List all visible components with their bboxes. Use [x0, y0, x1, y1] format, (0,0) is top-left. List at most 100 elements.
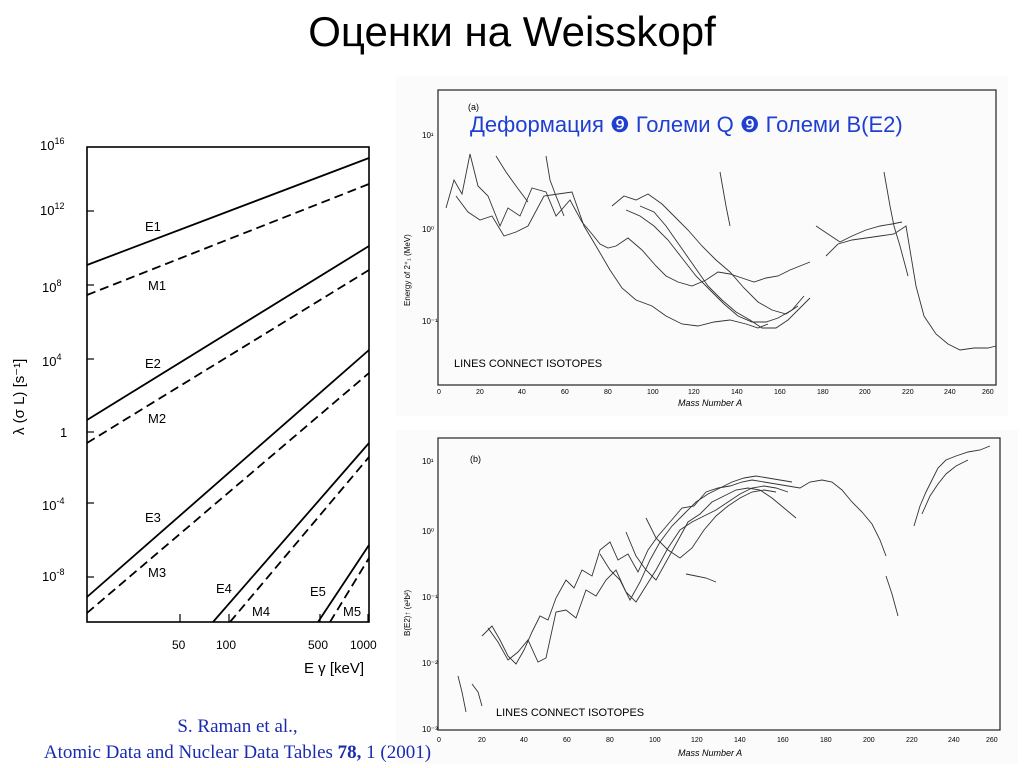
citation-journal-name: Atomic Data and Nuclear Data Tables: [43, 742, 338, 763]
panel-a-curves: [445, 153, 997, 351]
svg-text:10⁻³: 10⁻³: [422, 725, 438, 734]
weisskopf-y-axis-label: λ (σ L) [s⁻¹]: [11, 359, 28, 435]
curve-m3: [86, 372, 370, 614]
curve-e4: [212, 442, 370, 623]
curve-m2: [86, 269, 370, 444]
svg-text:100: 100: [647, 389, 659, 396]
svg-text:20: 20: [478, 737, 486, 744]
svg-text:20: 20: [476, 389, 484, 396]
svg-text:60: 60: [561, 389, 569, 396]
panel-a-legend: LINES CONNECT ISOTOPES: [454, 358, 602, 370]
curve-label-e4: E4: [216, 581, 232, 596]
curve-e3: [86, 349, 370, 598]
weisskopf-y-tick-labels: 1016 1012 108 104 1 10-4 10-8: [40, 136, 67, 584]
svg-text:10⁻²: 10⁻²: [422, 659, 438, 668]
weisskopf-y-ticks: [87, 210, 94, 578]
y-tick-label: 1012: [40, 201, 64, 218]
slide-overlay-text: Деформация ❾ Големи Q ❾ Големи B(E2): [470, 112, 903, 137]
weisskopf-plot-frame: [86, 146, 370, 623]
citation: S. Raman et al., Atomic Data and Nuclear…: [0, 714, 475, 766]
panel-a-y-tick-labels: 10¹ 10⁰ 10⁻¹: [422, 131, 438, 326]
svg-text:240: 240: [944, 389, 956, 396]
curve-label-m3: M3: [148, 565, 166, 580]
citation-volume: 78,: [337, 742, 362, 763]
curve-m5: [329, 557, 370, 623]
panel-b-tag: (b): [470, 454, 481, 464]
panel-a-tag: (a): [468, 102, 479, 112]
svg-text:260: 260: [982, 389, 994, 396]
x-tick-label: 100: [216, 638, 236, 652]
citation-authors: S. Raman et al.,: [177, 716, 298, 737]
svg-text:140: 140: [734, 737, 746, 744]
curve-m4: [229, 456, 370, 623]
panel-b-curves: [457, 445, 991, 713]
svg-text:60: 60: [563, 737, 571, 744]
svg-text:160: 160: [777, 737, 789, 744]
svg-text:120: 120: [691, 737, 703, 744]
curve-label-e3: E3: [145, 510, 161, 525]
y-tick-label: 1: [60, 425, 67, 440]
svg-text:10⁻¹: 10⁻¹: [422, 593, 438, 602]
curve-label-m1: M1: [148, 278, 166, 293]
panel-b-x-label: Mass Number A: [678, 748, 742, 758]
svg-text:40: 40: [518, 389, 526, 396]
panel-b-y-label: B(E2)↑ (e²b²): [403, 589, 412, 636]
slide-title: Оценки на Weisskopf: [308, 8, 716, 55]
svg-text:40: 40: [520, 737, 528, 744]
curve-label-m5: M5: [343, 604, 361, 619]
panel-b-frame: [437, 437, 1001, 731]
x-tick-label: 500: [308, 638, 328, 652]
svg-text:10⁰: 10⁰: [422, 225, 434, 234]
svg-text:0: 0: [437, 389, 441, 396]
svg-text:200: 200: [859, 389, 871, 396]
svg-text:120: 120: [688, 389, 700, 396]
svg-text:0: 0: [437, 737, 441, 744]
curve-e5: [317, 544, 370, 623]
panel-b-scan: (b) LINES CONNECT ISOTOPES Mass Number A…: [396, 430, 1018, 764]
panel-b-legend: LINES CONNECT ISOTOPES: [496, 707, 644, 719]
panel-a-y-label: Energy of 2⁺₁ (MeV): [403, 234, 412, 306]
citation-page-year: 1 (2001): [361, 742, 432, 763]
y-tick-label: 1016: [40, 136, 64, 153]
svg-text:240: 240: [948, 737, 960, 744]
svg-text:10¹: 10¹: [422, 131, 434, 140]
svg-text:10⁻¹: 10⁻¹: [422, 317, 438, 326]
weisskopf-x-ticks: [179, 614, 369, 622]
panel-a-x-label: Mass Number A: [678, 398, 742, 408]
x-tick-label: 1000: [350, 638, 377, 652]
curve-m1: [86, 183, 370, 296]
svg-text:80: 80: [606, 737, 614, 744]
svg-text:220: 220: [902, 389, 914, 396]
svg-text:10¹: 10¹: [422, 457, 434, 466]
curve-label-e2: E2: [145, 356, 161, 371]
panel-a-scan: (a) LINES CONNECT ISOTOPES Mass Number A…: [396, 76, 1008, 416]
curve-label-e5: E5: [310, 584, 326, 599]
svg-text:180: 180: [817, 389, 829, 396]
svg-text:160: 160: [774, 389, 786, 396]
svg-text:180: 180: [820, 737, 832, 744]
citation-journal: Atomic Data and Nuclear Data Tables 78, …: [0, 740, 475, 766]
panel-b-y-tick-labels: 10¹ 10⁰ 10⁻¹ 10⁻² 10⁻³: [422, 457, 438, 734]
svg-text:100: 100: [649, 737, 661, 744]
svg-text:200: 200: [863, 737, 875, 744]
curve-label-m4: M4: [252, 604, 270, 619]
svg-text:260: 260: [986, 737, 998, 744]
svg-text:10⁰: 10⁰: [422, 527, 434, 536]
x-tick-label: 50: [172, 638, 186, 652]
panel-b-x-tick-labels: 0 20 40 60 80 100 120 140 160 180 200 220 240 2…: [437, 737, 998, 744]
svg-text:220: 220: [906, 737, 918, 744]
svg-text:80: 80: [604, 389, 612, 396]
curve-e1: [86, 157, 370, 266]
svg-text:140: 140: [731, 389, 743, 396]
y-tick-label: 10-4: [42, 496, 64, 513]
y-tick-label: 10-8: [42, 567, 64, 584]
curve-e2: [86, 245, 370, 421]
curve-label-m2: M2: [148, 411, 166, 426]
weisskopf-curves: [86, 157, 370, 623]
weisskopf-x-axis-label: E γ [keV]: [304, 660, 364, 677]
y-tick-label: 108: [42, 278, 61, 295]
weisskopf-chart: 1016 1012 108 104 1 10-4 10-8 λ (σ L) [s…: [11, 136, 377, 677]
panel-a-x-tick-labels: 0 20 40 60 80 100 120 140 160 180 200 220 240 2…: [437, 389, 994, 396]
panel-a-frame: [437, 89, 997, 386]
y-tick-label: 104: [42, 352, 61, 369]
